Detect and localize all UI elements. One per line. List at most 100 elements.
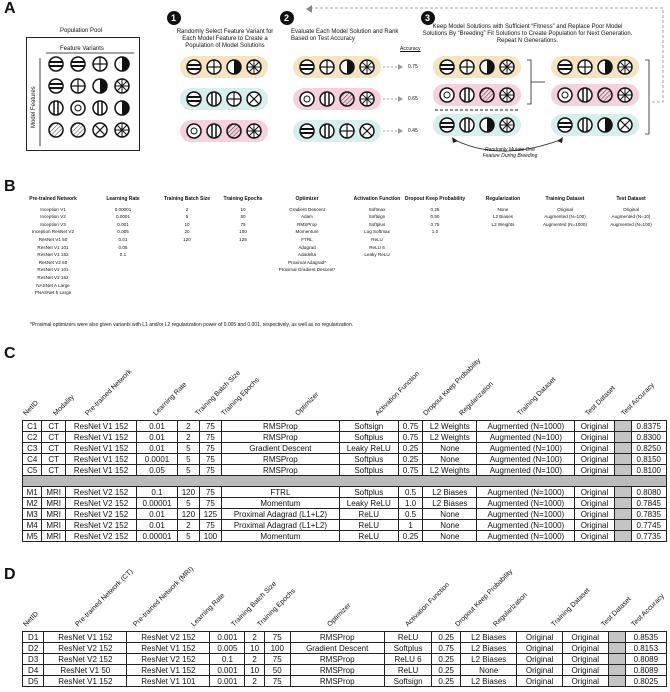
panel-b-value: Inception V2 — [40, 214, 66, 220]
table-cell: 75 — [198, 519, 222, 531]
table-cell: L2 Biases — [422, 486, 478, 498]
table-cell: 0.25 — [397, 442, 424, 454]
panel-b-value: Log Softmax — [364, 229, 390, 235]
table-cell: 0.75 — [397, 464, 424, 476]
panel-c-table: C1 CT ResNet V1 152 0.01 2 75 RMSProp Softsign 0… — [21, 420, 668, 542]
table-cell: 0.8150 — [630, 453, 668, 465]
step1-number: 1 — [171, 13, 177, 23]
table-cell: RMSProp — [289, 653, 385, 665]
table-cell: Gradient Descent — [289, 642, 385, 654]
table-cell: ReLU — [338, 519, 399, 531]
table-cell: ResNet V2 152 — [64, 497, 138, 509]
column-header: Regularization — [492, 591, 529, 629]
table-cell: Original — [561, 631, 609, 643]
table-cell: 2 — [176, 420, 200, 432]
column-header: Regularization — [458, 380, 495, 418]
table-cell: CT — [41, 442, 66, 454]
panel-b-value: None — [497, 206, 509, 212]
table-cell: Original — [574, 497, 615, 509]
table-cell: 0.7735 — [630, 530, 668, 542]
table-cell: Softplus — [338, 464, 399, 476]
table-cell: M5 — [21, 530, 43, 542]
feature-variants-label: Feature Variants — [60, 46, 104, 52]
panel-b-value: ResNet V1 101 — [37, 244, 69, 250]
panel-b-column: Regularization None L2 Biases L2 Weights — [472, 196, 534, 228]
table-cell: ResNet V2 152 — [64, 486, 138, 498]
table-cell: ResNet V2 152 — [64, 530, 138, 542]
step2-text: Evaluate Each Model Solution and Rank Ba… — [291, 29, 399, 42]
column-header: Training Batch Size — [194, 369, 243, 418]
panel-d-table: D1 ResNet V1 152 ResNet V2 152 0.001 2 75 RMSP… — [21, 631, 668, 687]
panel-b-value: Inception ResNet V2 — [31, 229, 75, 235]
table-cell: M3 — [21, 508, 43, 520]
accuracy-value-2: 0.65 — [408, 96, 418, 102]
table-cell: ResNet V1 152 — [64, 453, 138, 465]
table-cell: None — [422, 442, 478, 454]
table-cell: ResNet V2 152 — [64, 519, 138, 531]
table-cell: 5 — [176, 442, 200, 454]
panel-b-value: 125 — [239, 236, 247, 242]
table-cell: CT — [41, 453, 66, 465]
table-cell: 0.8375 — [630, 420, 668, 432]
panel-b-value: 0.05 — [118, 244, 128, 250]
table-cell: ReLU — [338, 530, 399, 542]
table-cell: 120 — [176, 508, 200, 520]
table-cell: 100 — [198, 530, 222, 542]
panel-b-value: 0.01 — [118, 236, 128, 242]
table-cell: None — [422, 453, 478, 465]
accuracy-label: Accuracy — [400, 46, 421, 52]
panel-b-letter: B — [4, 178, 16, 195]
table-cell: ReLU — [383, 631, 433, 643]
table-cell: ReLU 6 — [383, 653, 433, 665]
table-cell: Softplus — [338, 486, 399, 498]
panel-b-value: RMSProp — [297, 221, 317, 227]
table-cell: 0.001 — [209, 675, 246, 687]
table-cell: 125 — [198, 508, 222, 520]
table-cell: 0.8025 — [624, 675, 668, 687]
panel-b-column-header: Optimizer — [295, 196, 319, 202]
table-cell: 0.1 — [136, 486, 178, 498]
panel-b-value: Augmented (N=100) — [544, 214, 586, 220]
table-cell: Augmented (N=1000) — [476, 420, 576, 432]
column-header: Optimizer — [326, 602, 353, 629]
panel-b-value: ResNet V2 101 — [37, 267, 69, 273]
table-cell: Original — [561, 664, 609, 676]
table-cell: 10 — [244, 664, 265, 676]
table-cell: M2 — [21, 497, 43, 509]
table-row: C3 CT ResNet V1 152 0.01 5 75 Gradient Descent… — [21, 442, 668, 454]
panel-b-value: Leaky ReLU — [364, 252, 390, 258]
accuracy-bar-cell — [607, 631, 626, 643]
table-cell: 1 — [397, 519, 424, 531]
table-cell: 0.001 — [209, 631, 246, 643]
table-cell: None — [422, 508, 478, 520]
table-cell: CT — [41, 420, 66, 432]
panel-b-column-header: Dropout Keep Probability — [404, 196, 466, 202]
table-cell: Original — [561, 642, 609, 654]
table-cell: Original — [516, 653, 563, 665]
table-cell: Softplus — [383, 642, 433, 654]
column-header: Pre-trained Network — [84, 368, 134, 418]
panel-b-value: ResNet V2 152 — [37, 274, 69, 280]
column-header: Training Batch Size — [230, 580, 279, 629]
table-cell: Original — [574, 431, 615, 443]
table-cell: 0.8153 — [624, 642, 668, 654]
table-cell: RMSProp — [220, 420, 340, 432]
table-cell: Original — [574, 508, 615, 520]
table-cell: 75 — [263, 675, 291, 687]
panel-b-value: 10 — [184, 221, 190, 227]
table-cell: Original — [516, 675, 563, 687]
table-cell: L2 Biases — [460, 675, 518, 687]
table-cell: Original — [574, 453, 615, 465]
table-cell: 0.5 — [397, 508, 424, 520]
table-cell: Leaky ReLU — [338, 497, 399, 509]
panel-b-value: 0.25 — [430, 206, 440, 212]
panel-b-value: Augmented (N=10) — [611, 214, 651, 220]
table-row: C2 CT ResNet V1 152 0.01 2 75 RMSProp Softplus 0… — [21, 431, 668, 443]
table-row: M5 MRI ResNet V2 152 0.00001 5 100 Momentum ReL… — [21, 530, 668, 542]
table-cell: 0.75 — [397, 420, 424, 432]
table-cell: 0.25 — [431, 675, 462, 687]
panel-b-value: L2 Weights — [491, 221, 515, 227]
panel-b-column: Training Epochs 10 50 75 100 125 — [212, 196, 274, 244]
table-cell: Momentum — [220, 530, 340, 542]
table-cell: 0.25 — [397, 453, 424, 465]
